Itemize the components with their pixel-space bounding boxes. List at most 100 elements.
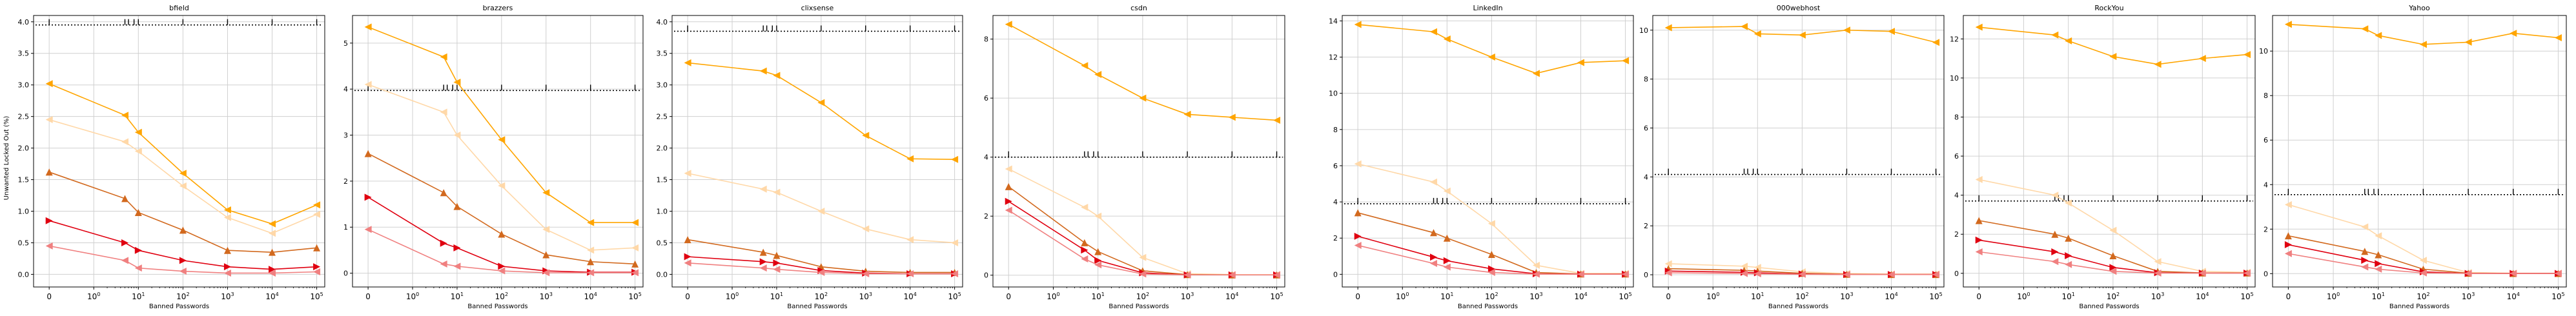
- data-point: [2361, 223, 2369, 231]
- data-point: [862, 225, 870, 233]
- y-tick-label: 2: [1644, 222, 1648, 230]
- chart-panel-clixsense: 0.0 0.5 1.0 1.5 2.0 2.5 3.0 3.5 4.0 0 100 101 102 103…: [657, 4, 963, 310]
- data-point: [631, 244, 639, 252]
- y-tick-label: 14: [1329, 17, 1338, 25]
- chart-title: clixsense: [801, 4, 834, 12]
- data-point: [1005, 206, 1012, 214]
- data-point: [1139, 94, 1147, 102]
- y-tick-label: 1.5: [657, 176, 668, 184]
- y-tick-label: 10: [1950, 74, 1959, 83]
- data-point: [223, 269, 231, 277]
- x-tick-label: 0: [1006, 292, 1011, 301]
- data-point: [2375, 232, 2382, 240]
- data-point: [1843, 271, 1850, 279]
- data-point: [1430, 178, 1438, 186]
- x-tick-label: 104: [2507, 291, 2520, 301]
- y-tick-label: 4.0: [657, 18, 668, 26]
- data-point: [45, 242, 53, 250]
- data-point: [862, 270, 870, 277]
- data-point: [1741, 270, 1748, 277]
- x-tick-label: 103: [859, 291, 872, 301]
- y-tick-label: 8: [984, 35, 988, 44]
- x-tick-label: 103: [1840, 291, 1853, 301]
- data-point: [453, 78, 461, 86]
- data-point: [45, 116, 53, 124]
- data-point: [313, 268, 321, 276]
- data-point: [817, 208, 825, 215]
- data-point: [1577, 59, 1585, 66]
- data-point: [1975, 217, 1983, 224]
- data-point: [1094, 257, 1102, 264]
- data-point: [587, 258, 595, 266]
- x-axis-label: Banned Passwords: [2079, 303, 2139, 310]
- data-point: [2464, 38, 2472, 46]
- data-point: [313, 263, 321, 271]
- x-axis-label: Banned Passwords: [467, 303, 527, 310]
- data-point: [817, 268, 825, 276]
- y-tick-label: 2.5: [657, 113, 668, 121]
- data-point: [2554, 270, 2562, 277]
- data-point: [2154, 269, 2162, 277]
- y-tick-label: 3.0: [18, 81, 30, 90]
- data-point: [684, 170, 691, 177]
- data-point: [498, 230, 506, 238]
- y-tick-label: 2.0: [18, 144, 30, 153]
- data-point: [1094, 248, 1102, 255]
- data-point: [1354, 21, 1362, 28]
- data-point: [2361, 25, 2369, 33]
- data-point: [45, 217, 53, 224]
- y-tick-label: 6: [1644, 124, 1648, 132]
- data-point: [1094, 261, 1102, 269]
- y-tick-label: 8: [1333, 126, 1338, 134]
- x-tick-label: 0: [46, 292, 52, 301]
- x-tick-label: 102: [495, 291, 508, 301]
- y-tick-label: 4: [1954, 192, 1959, 200]
- data-point: [2154, 61, 2162, 68]
- data-point: [1139, 270, 1147, 278]
- plot-frame: [33, 15, 325, 288]
- data-point: [453, 202, 461, 210]
- data-point: [1487, 265, 1495, 273]
- series-reference: [1344, 197, 1631, 204]
- data-point: [453, 244, 461, 252]
- x-tick-label: 104: [584, 291, 597, 301]
- data-point: [1094, 212, 1102, 220]
- y-tick-label: 6: [1954, 152, 1959, 161]
- series-light_red: [364, 226, 639, 277]
- data-point: [1975, 175, 1983, 183]
- y-tick-label: 4: [984, 153, 988, 162]
- data-point: [498, 267, 506, 275]
- data-point: [45, 168, 53, 176]
- plot-frame: [671, 15, 963, 288]
- data-point: [2065, 37, 2072, 44]
- data-point: [1487, 250, 1495, 258]
- series-dark_orange: [364, 150, 639, 268]
- data-point: [2065, 252, 2072, 260]
- x-tick-label: 104: [903, 291, 916, 301]
- x-tick-label: 103: [540, 291, 553, 301]
- data-point: [951, 155, 959, 163]
- data-point: [2361, 248, 2369, 255]
- data-point: [1354, 241, 1362, 249]
- series-reference: [2274, 188, 2564, 195]
- data-point: [906, 270, 914, 277]
- y-tick-label: 2.5: [18, 113, 30, 121]
- chart-title: csdn: [1130, 4, 1147, 12]
- data-point: [2419, 257, 2427, 264]
- plot-frame: [992, 15, 1285, 288]
- x-tick-label: 100: [2017, 291, 2030, 301]
- y-tick-label: 4: [1333, 198, 1338, 206]
- data-point: [1487, 269, 1495, 277]
- data-point: [1888, 28, 1896, 35]
- data-point: [1430, 28, 1438, 35]
- y-tick-label: 6: [984, 94, 988, 103]
- series-orange: [1354, 21, 1630, 77]
- data-point: [2198, 269, 2206, 277]
- data-point: [1532, 261, 1540, 269]
- data-point: [1798, 31, 1806, 39]
- data-point: [2109, 53, 2117, 61]
- y-tick-label: 0: [1333, 270, 1338, 279]
- data-point: [498, 136, 506, 144]
- data-point: [1532, 270, 1540, 278]
- plot-frame: [1652, 15, 1945, 288]
